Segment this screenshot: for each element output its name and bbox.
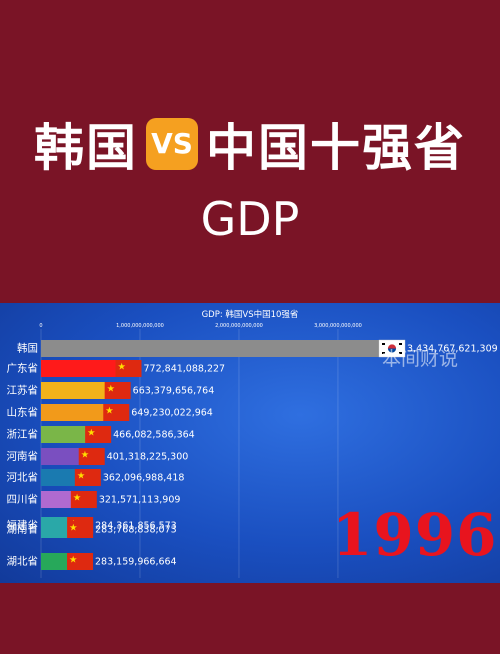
x-tick-label: 0 bbox=[39, 323, 42, 329]
headline-right: 中国十强省 bbox=[206, 119, 466, 177]
value-label: 466,082,586,364 bbox=[113, 430, 195, 441]
cn-flag-icon bbox=[104, 382, 131, 399]
x-tick-label: 2,000,000,000,000 bbox=[215, 323, 263, 329]
value-label: 321,571,113,909 bbox=[99, 495, 181, 506]
gdp-bar-chart: GDP: 韩国VS中国10强省 0 1,000,000,000,000 2,000,0… bbox=[7, 309, 498, 578]
kr-flag-trigram bbox=[382, 352, 385, 354]
bar bbox=[41, 382, 107, 399]
bar bbox=[41, 553, 70, 570]
cn-flag-star: ★ bbox=[77, 470, 85, 481]
headline-left: 韩国 bbox=[34, 119, 138, 177]
cn-flag-icon bbox=[115, 360, 142, 377]
category-label: 湖南省 bbox=[7, 523, 39, 536]
cn-flag-icon bbox=[103, 404, 130, 421]
value-label: 283,159,966,664 bbox=[95, 557, 177, 568]
year-label: 1996 bbox=[332, 501, 498, 569]
cn-flag-star: ★ bbox=[87, 427, 95, 438]
cn-flag-icon bbox=[70, 491, 97, 508]
bar bbox=[41, 521, 70, 538]
kr-flag-trigram bbox=[382, 343, 385, 345]
value-label: 663,379,656,764 bbox=[133, 386, 215, 397]
bar bbox=[41, 469, 77, 486]
category-label: 河南省 bbox=[7, 450, 39, 463]
value-label: 772,841,088,227 bbox=[144, 364, 226, 375]
value-label: 362,096,988,418 bbox=[103, 473, 185, 484]
bar bbox=[41, 404, 106, 421]
category-label: 广东省 bbox=[7, 362, 39, 375]
category-label: 四川省 bbox=[7, 493, 39, 506]
cn-flag-icon bbox=[78, 448, 105, 465]
cn-flag-star: ★ bbox=[69, 522, 77, 533]
bar bbox=[41, 448, 81, 465]
category-label: 江苏省 bbox=[7, 384, 39, 397]
bar bbox=[41, 340, 381, 357]
bar bbox=[41, 360, 118, 377]
chart-panel: GDP: 韩国VS中国10强省 0 1,000,000,000,000 2,000,0… bbox=[0, 303, 500, 583]
value-label: 284,361,856,573 bbox=[95, 521, 177, 532]
kr-flag-trigram bbox=[399, 343, 402, 345]
cn-flag-icon bbox=[85, 426, 112, 443]
category-label: 福建省 bbox=[7, 519, 39, 532]
category-label: 湖北省 bbox=[7, 555, 39, 568]
value-label: 283,768,838,073 bbox=[95, 525, 177, 536]
watermark: 本间财说 bbox=[382, 348, 459, 370]
vs-icon: VS bbox=[146, 118, 198, 170]
x-tick-label: 1,000,000,000,000 bbox=[116, 323, 164, 329]
value-label: 401,318,225,300 bbox=[107, 452, 189, 463]
bar bbox=[41, 491, 73, 508]
cn-flag-icon bbox=[67, 521, 94, 538]
chart-title: GDP: 韩国VS中国10强省 bbox=[202, 309, 299, 320]
cn-flag-star: ★ bbox=[73, 492, 81, 503]
cn-flag-star: ★ bbox=[81, 449, 89, 460]
bar bbox=[41, 426, 88, 443]
kr-flag-taegeuk-blue bbox=[387, 348, 397, 353]
cn-flag-icon bbox=[74, 469, 101, 486]
x-tick-label: 3,000,000,000,000 bbox=[314, 323, 362, 329]
cn-flag-star: ★ bbox=[107, 383, 115, 394]
cn-flag-star: ★ bbox=[118, 361, 126, 372]
kr-flag-taegeuk-red bbox=[387, 344, 397, 349]
category-label: 山东省 bbox=[7, 406, 39, 419]
headline: 韩国 VS 中国十强省 bbox=[0, 108, 500, 180]
cn-flag-star: ★ bbox=[69, 554, 77, 565]
cn-flag-star: ★ bbox=[105, 405, 113, 416]
subheadline: GDP bbox=[200, 192, 300, 246]
value-label: 649,230,022,964 bbox=[131, 408, 213, 419]
category-label: 韩国 bbox=[17, 342, 38, 355]
value-label: 3,434,767,621,309 bbox=[407, 344, 498, 355]
category-label: 河北省 bbox=[7, 471, 39, 484]
cn-flag-icon bbox=[67, 553, 94, 570]
kr-flag-trigram bbox=[399, 352, 402, 354]
category-label: 浙江省 bbox=[7, 428, 39, 441]
